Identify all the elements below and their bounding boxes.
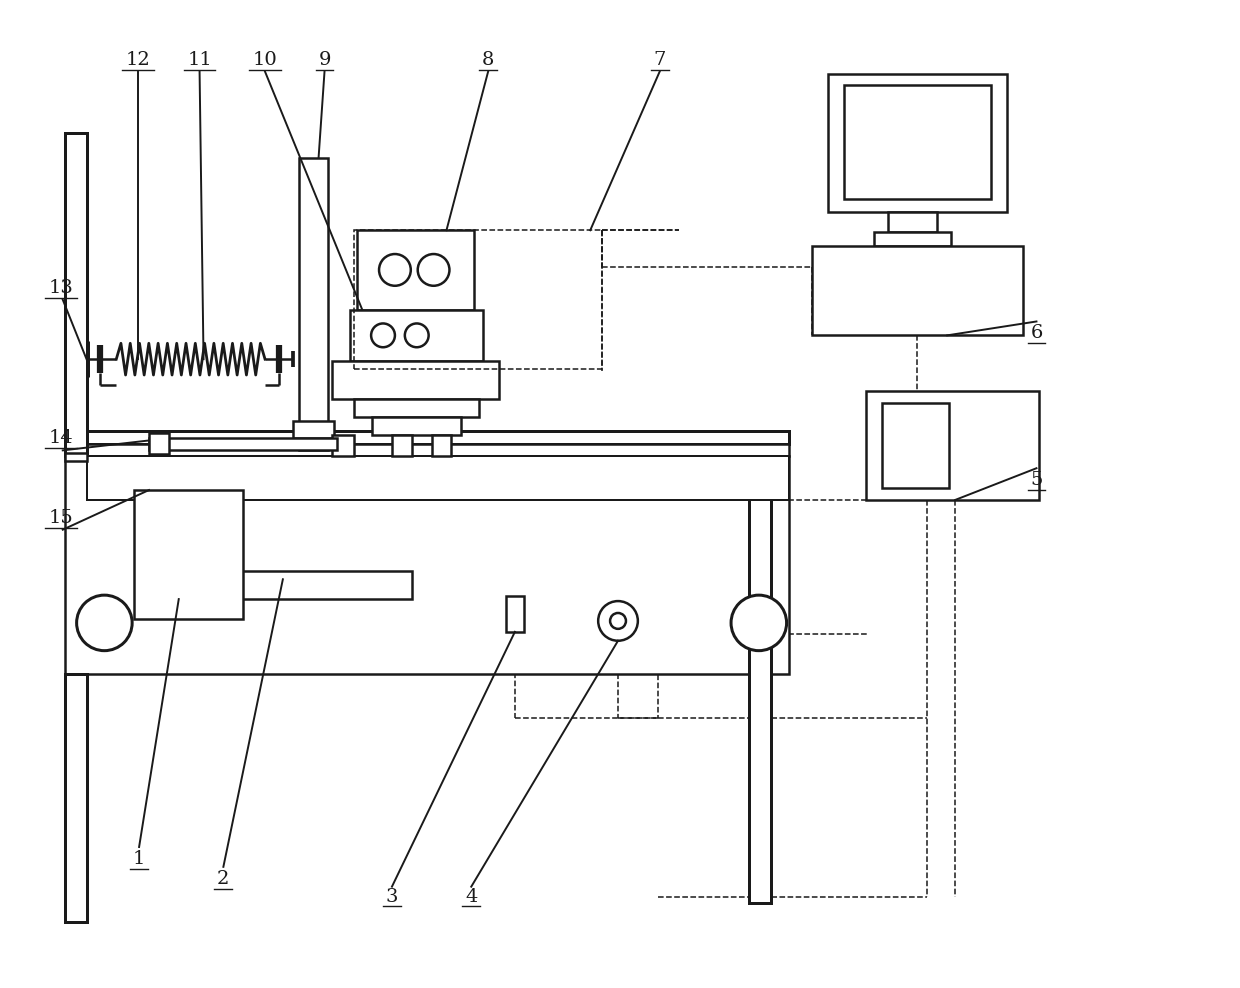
Circle shape (404, 323, 429, 347)
Bar (64, 445, 789, 456)
Bar (357, 230, 474, 309)
Bar (866, 391, 1039, 500)
Bar (506, 596, 523, 632)
Circle shape (371, 323, 394, 347)
Text: 9: 9 (319, 50, 331, 69)
Bar (392, 435, 412, 456)
Circle shape (418, 254, 449, 286)
Text: 6: 6 (1030, 324, 1043, 343)
Bar (293, 421, 335, 439)
Bar (332, 362, 498, 399)
Bar (299, 158, 329, 451)
Bar (64, 431, 789, 445)
Text: 3: 3 (386, 887, 398, 906)
Text: 12: 12 (125, 50, 150, 69)
Bar (332, 435, 355, 456)
Text: 11: 11 (187, 50, 212, 69)
Circle shape (77, 595, 133, 651)
Bar (64, 453, 87, 461)
Bar (164, 571, 412, 599)
Bar (888, 212, 937, 232)
Circle shape (732, 595, 786, 651)
Text: 10: 10 (253, 50, 278, 69)
Circle shape (598, 601, 637, 641)
Bar (149, 433, 169, 454)
Text: 5: 5 (1030, 471, 1043, 489)
Bar (874, 232, 951, 246)
Bar (64, 456, 789, 675)
Bar (882, 403, 949, 488)
Circle shape (610, 613, 626, 628)
Bar (64, 675, 87, 923)
Bar (372, 417, 461, 435)
Text: 1: 1 (133, 850, 145, 867)
Text: 7: 7 (653, 50, 666, 69)
Text: 14: 14 (48, 430, 73, 448)
Text: 15: 15 (48, 509, 73, 527)
Bar (749, 456, 771, 902)
Bar (844, 86, 991, 199)
Bar (812, 246, 1023, 335)
Bar (149, 439, 337, 451)
Bar (87, 456, 789, 500)
Text: 2: 2 (217, 869, 229, 888)
Bar (134, 490, 243, 618)
Bar (64, 133, 87, 456)
Text: 8: 8 (482, 50, 495, 69)
Bar (355, 230, 603, 370)
Circle shape (379, 254, 410, 286)
Text: 4: 4 (465, 887, 477, 906)
Bar (432, 435, 451, 456)
Bar (828, 73, 1007, 212)
Bar (355, 399, 479, 417)
Bar (350, 309, 484, 362)
Text: 13: 13 (48, 279, 73, 296)
